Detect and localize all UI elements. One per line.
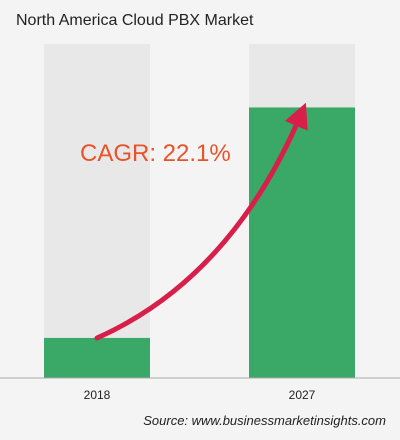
x-tick-label-2018: 2018 xyxy=(84,388,111,402)
chart-title: North America Cloud PBX Market xyxy=(16,12,254,29)
bar-track-2018 xyxy=(44,44,150,378)
bars-layer xyxy=(44,44,355,379)
x-tick-label-2027: 2027 xyxy=(289,388,316,402)
cagr-annotation: CAGR: 22.1% xyxy=(80,140,231,167)
bar-2018 xyxy=(44,337,150,378)
growth-arrow xyxy=(94,102,308,341)
x-tick-labels: 2018 2027 xyxy=(84,388,316,402)
bar-2027 xyxy=(249,107,355,379)
source-note: Source: www.businessmarketinsights.com xyxy=(143,413,386,428)
